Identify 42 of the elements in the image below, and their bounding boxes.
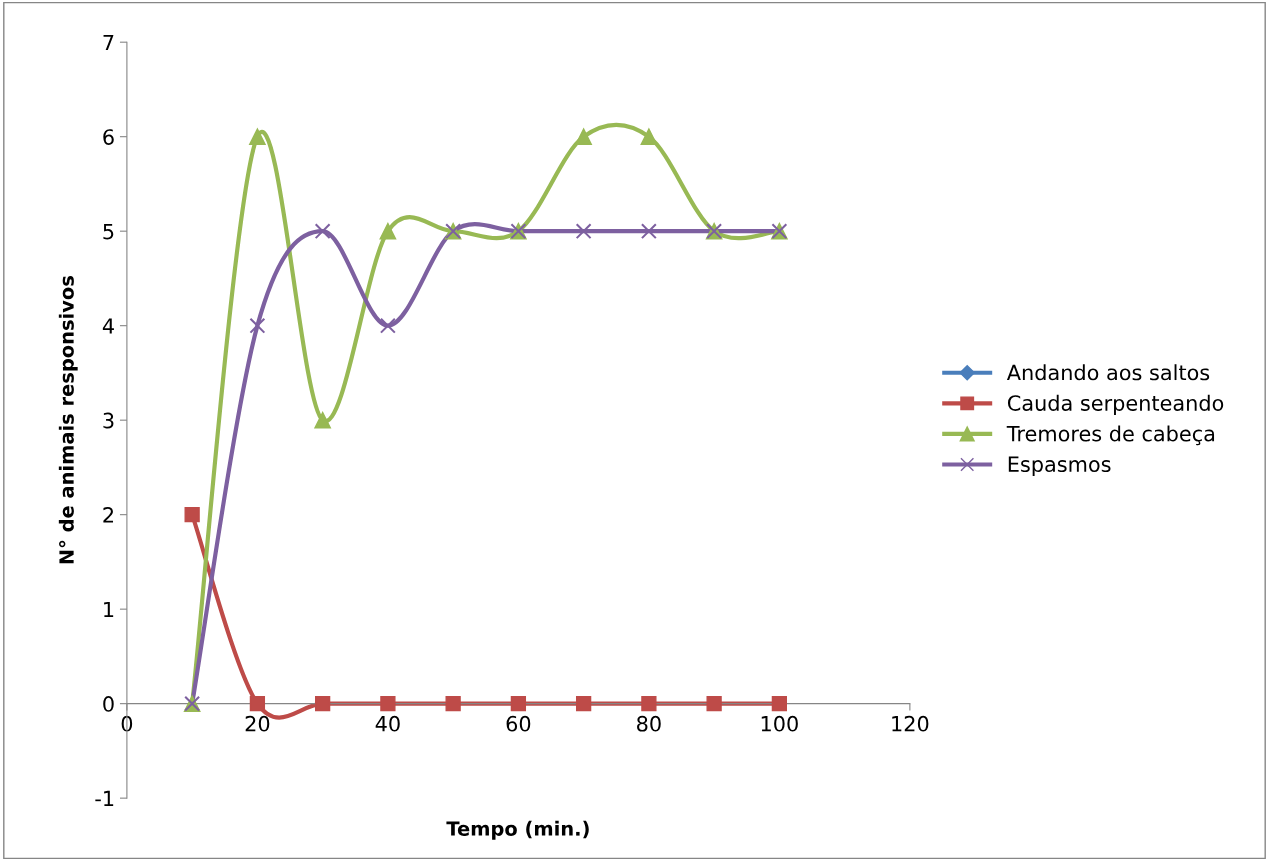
x-tick-label: 60: [506, 715, 531, 732]
point: [314, 223, 331, 240]
legend-label: Cauda serpenteando: [1007, 394, 1224, 415]
point: [445, 696, 461, 712]
y-tick-label: -1: [95, 790, 114, 807]
point: [379, 222, 397, 240]
x-tick-label: 100: [761, 715, 798, 732]
point: [640, 223, 657, 240]
y-tick-label: 3: [103, 412, 114, 429]
x-tick-label: 40: [375, 715, 400, 732]
y-tick-label: 4: [102, 318, 114, 334]
point: [379, 317, 396, 334]
point: [706, 696, 722, 712]
point: [249, 317, 266, 334]
legend-label: Tremores de cabeça: [1006, 425, 1215, 446]
point: [314, 411, 331, 429]
y-axis-title: N° de animais responsivos: [58, 276, 78, 564]
point: [575, 696, 592, 712]
point: [249, 128, 266, 146]
x-axis-title: Tempo (min.): [446, 820, 589, 840]
point: [380, 696, 396, 712]
x-tick-label: 80: [637, 715, 661, 732]
point: [575, 128, 592, 146]
y-tick-label: 1: [104, 601, 114, 618]
point: [641, 696, 657, 712]
legend-label: Andando aos saltos: [1006, 364, 1210, 381]
point: [575, 223, 592, 240]
y-tick-label: 0: [103, 696, 114, 712]
y-tick-label: 7: [103, 34, 114, 51]
point: [640, 128, 658, 146]
y-tick-label: 6: [103, 129, 114, 145]
point: [184, 507, 200, 523]
x-tick-label: 20: [245, 715, 270, 732]
point: [510, 696, 527, 712]
y-tick-label: 5: [103, 223, 114, 240]
point: [249, 696, 266, 712]
point: [315, 696, 331, 712]
y-tick-label: 2: [103, 507, 114, 523]
x-tick-label: 120: [892, 715, 929, 732]
point: [771, 696, 788, 712]
legend-label: Espasmos: [1008, 456, 1111, 477]
x-tick-label: 0: [121, 715, 133, 732]
